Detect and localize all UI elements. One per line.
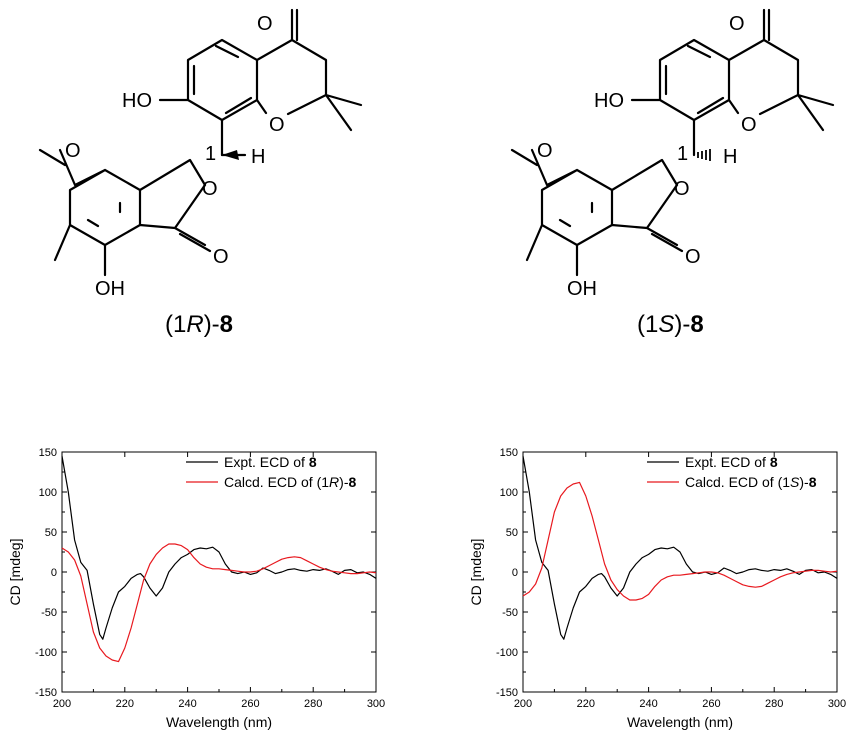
y-tick-label: 0 xyxy=(51,567,57,579)
atom-oh-1R: OH xyxy=(95,278,125,300)
bonds-1R xyxy=(38,8,363,277)
y-axis-title: CD [mdeg] xyxy=(7,539,23,606)
legend-label-1: Calcd. ECD of (1S)-8 xyxy=(685,474,817,490)
x-tick-label: 200 xyxy=(514,698,532,710)
x-tick-label: 240 xyxy=(178,698,196,710)
label-mid: )- xyxy=(674,311,690,338)
x-tick-label: 260 xyxy=(241,698,259,710)
x-tick-label: 220 xyxy=(577,698,595,710)
atom-o-carbonyl-1S: O xyxy=(685,246,701,268)
atom-o-ring-1R: O xyxy=(269,114,285,136)
y-tick-label: -50 xyxy=(41,607,57,619)
atom-o-methoxy-1S: O xyxy=(537,140,553,162)
atom-o-carbonyl-1R: O xyxy=(213,246,229,268)
atom-o-methoxy-1R: O xyxy=(65,140,81,162)
atom-ho-1S: HO xyxy=(594,90,624,112)
y-tick-label: 50 xyxy=(45,527,57,539)
y-tick-label: 100 xyxy=(500,487,518,499)
x-tick-label: 220 xyxy=(116,698,134,710)
y-tick-label: 150 xyxy=(39,447,57,459)
x-tick-label: 280 xyxy=(765,698,783,710)
label-config: S xyxy=(658,311,674,338)
y-tick-label: 100 xyxy=(39,487,57,499)
legend-label-1: Calcd. ECD of (1R)-8 xyxy=(224,474,357,490)
cd-chart-1R: 200 220 240 260 280 300 150 100 50 0 -50 -100 -150 Wa… xyxy=(7,447,385,730)
cd-chart-1S: 200 220 240 260 280 300 150 100 50 0 -50 -100 -150 Wa… xyxy=(468,447,846,730)
x-tick-label: 240 xyxy=(639,698,657,710)
label-config: R xyxy=(186,311,203,338)
molecule-1R: O HO O H 1 O O OH O (1R)-8 xyxy=(38,8,363,338)
compound-label-1S: (1S)-8 xyxy=(637,311,704,338)
series-line-0 xyxy=(522,455,838,640)
x-axis-title: Wavelength (nm) xyxy=(166,714,272,730)
x-tick-label: 200 xyxy=(53,698,71,710)
x-tick-label: 260 xyxy=(702,698,720,710)
atom-locant-1-1R: 1 xyxy=(205,143,216,165)
y-tick-label: -50 xyxy=(502,607,518,619)
x-tick-label: 300 xyxy=(828,698,846,710)
label-prefix: (1 xyxy=(637,311,658,338)
y-tick-label: -100 xyxy=(35,647,57,659)
series-line-1 xyxy=(522,481,838,601)
legend-label-0: Expt. ECD of 8 xyxy=(224,454,317,470)
compound-label-1R: (1R)-8 xyxy=(165,311,233,338)
y-tick-label: 0 xyxy=(512,567,518,579)
x-tick-label: 300 xyxy=(367,698,385,710)
atom-o-ketone-1R: O xyxy=(257,13,273,35)
atom-locant-1-1S: 1 xyxy=(677,143,688,165)
legend-label-0: Expt. ECD of 8 xyxy=(685,454,778,470)
label-mid: )- xyxy=(204,311,220,338)
atom-o-lactone-1R: O xyxy=(202,178,218,200)
x-tick-label: 280 xyxy=(304,698,322,710)
atom-o-lactone-1S: O xyxy=(674,178,690,200)
y-tick-label: 50 xyxy=(506,527,518,539)
atom-ho-1R: HO xyxy=(122,90,152,112)
x-axis-title: Wavelength (nm) xyxy=(627,714,733,730)
y-tick-label: -150 xyxy=(496,687,518,699)
label-prefix: (1 xyxy=(165,311,186,338)
y-tick-label: 150 xyxy=(500,447,518,459)
bonds-1S xyxy=(510,8,835,277)
molecule-1S: O HO O H 1 O O OH O (1S)-8 xyxy=(510,8,835,338)
atom-h-1S: H xyxy=(723,146,737,168)
hashed-bond-1S xyxy=(697,149,711,161)
label-number: 8 xyxy=(690,311,703,338)
atom-oh-1S: OH xyxy=(567,278,597,300)
series-line-0 xyxy=(61,455,377,640)
label-number: 8 xyxy=(220,311,233,338)
y-axis-title: CD [mdeg] xyxy=(468,539,484,606)
series-line-1 xyxy=(61,543,377,663)
atom-o-ring-1S: O xyxy=(741,114,757,136)
atom-o-ketone-1S: O xyxy=(729,13,745,35)
y-tick-label: -100 xyxy=(496,647,518,659)
y-tick-label: -150 xyxy=(35,687,57,699)
atom-h-1R: H xyxy=(251,146,265,168)
